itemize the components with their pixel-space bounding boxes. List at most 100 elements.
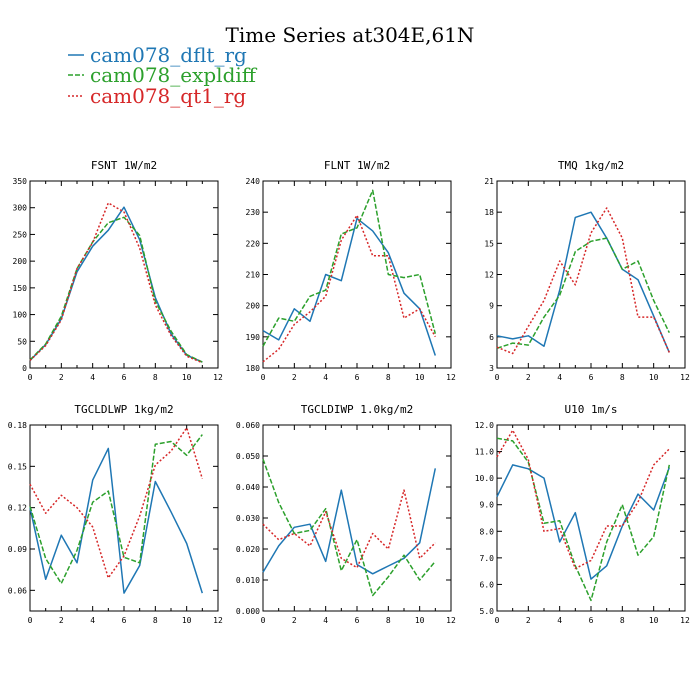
x-tick-label: 12 — [680, 616, 690, 625]
y-tick-label: 350 — [13, 177, 28, 186]
plot-frame — [29, 424, 219, 612]
y-tick-label: 9 — [489, 302, 494, 311]
plot-frame — [496, 180, 686, 369]
x-tick-label: 12 — [213, 373, 223, 382]
y-tick-label: 18 — [484, 208, 494, 217]
y-tick-label: 0.030 — [236, 514, 260, 523]
series-line-expldiff — [496, 437, 671, 602]
x-tick-label: 0 — [495, 373, 500, 382]
plot-frame — [262, 424, 452, 612]
series-line-qt1 — [496, 207, 670, 355]
y-tick-label: 0.15 — [8, 462, 27, 471]
y-tick-label: 12 — [484, 271, 494, 280]
series-line-qt1 — [29, 427, 204, 579]
x-tick-label: 10 — [415, 616, 425, 625]
y-tick-label: 10.0 — [475, 474, 494, 483]
x-tick-label: 0 — [261, 616, 266, 625]
x-tick-label: 0 — [28, 616, 33, 625]
series-line-qt1 — [496, 429, 670, 570]
series-line-expldiff — [29, 434, 203, 585]
plot-frame — [29, 180, 219, 369]
x-tick-label: 10 — [415, 373, 425, 382]
series-line-dflt — [262, 217, 437, 356]
x-tick-label: 4 — [557, 373, 562, 382]
x-tick-label: 4 — [323, 373, 328, 382]
series-line-dflt — [496, 211, 670, 353]
series-line-expldiff — [262, 189, 437, 347]
x-tick-label: 12 — [680, 373, 690, 382]
x-tick-label: 8 — [386, 616, 391, 625]
panel-1: FSNT 1W/m2 0 2 4 6 8 10 12 0 50 100 150 200 250 300 350 — [13, 159, 223, 382]
panel-6: U10 1m/s 0 2 4 6 8 10 12 5.0 6.0 7.0 8.0 9.0 10.0 11.0… — [475, 403, 690, 625]
panel-4: TGCLDLWP 1kg/m2 0 2 4 6 8 10 12 0.06 0.09 0.12 0.15… — [8, 403, 223, 625]
x-tick-label: 2 — [59, 616, 64, 625]
plot-frame — [262, 180, 452, 369]
y-tick-label: 6.0 — [480, 580, 495, 589]
legend-label-qt1: cam078_qt1_rg — [90, 84, 246, 108]
x-tick-label: 2 — [526, 373, 531, 382]
y-tick-label: 5.0 — [480, 607, 495, 616]
x-tick-label: 4 — [323, 616, 328, 625]
panel-title: U10 1m/s — [565, 403, 618, 416]
y-tick-label: 12.0 — [475, 421, 494, 430]
x-tick-label: 6 — [589, 616, 594, 625]
x-tick-label: 8 — [153, 373, 158, 382]
panel-title: TMQ 1kg/m2 — [558, 159, 624, 172]
y-tick-label: 0.050 — [236, 452, 260, 461]
panel-title: FLNT 1W/m2 — [324, 159, 390, 172]
y-tick-label: 0.000 — [236, 607, 260, 616]
y-tick-label: 21 — [484, 177, 494, 186]
y-tick-label: 7.0 — [480, 554, 495, 563]
y-tick-label: 200 — [13, 257, 28, 266]
y-tick-label: 0.09 — [8, 545, 27, 554]
y-tick-label: 180 — [246, 364, 261, 373]
y-tick-label: 50 — [17, 337, 27, 346]
y-tick-label: 0.020 — [236, 545, 260, 554]
x-tick-label: 10 — [649, 373, 659, 382]
y-tick-label: 150 — [13, 284, 28, 293]
x-tick-label: 8 — [153, 616, 158, 625]
x-tick-label: 4 — [90, 616, 95, 625]
panel-2: FLNT 1W/m2 0 2 4 6 8 10 12 180 190 200 210 220 230 240 — [246, 159, 456, 382]
x-tick-label: 6 — [355, 373, 360, 382]
y-tick-label: 190 — [246, 333, 261, 342]
figure-title: Time Series at304E,61N — [226, 23, 475, 47]
x-tick-label: 8 — [386, 373, 391, 382]
panel-title: FSNT 1W/m2 — [91, 159, 157, 172]
x-tick-label: 12 — [446, 616, 456, 625]
x-tick-label: 2 — [292, 373, 297, 382]
y-tick-label: 240 — [246, 177, 261, 186]
x-tick-label: 0 — [495, 616, 500, 625]
x-tick-label: 6 — [589, 373, 594, 382]
series-line-dflt — [496, 464, 671, 580]
y-tick-label: 100 — [13, 311, 28, 320]
series-line-qt1 — [262, 214, 436, 363]
y-tick-label: 230 — [246, 208, 261, 217]
y-tick-label: 8.0 — [480, 527, 495, 536]
panels: FSNT 1W/m20 2 4 6 8 10 12050100150200250300350… — [8, 159, 690, 625]
x-tick-label: 4 — [557, 616, 562, 625]
y-tick-label: 0 — [22, 364, 27, 373]
x-tick-label: 6 — [122, 373, 127, 382]
x-tick-label: 10 — [649, 616, 659, 625]
y-tick-label: 0.060 — [236, 421, 260, 430]
series-line-qt1 — [29, 202, 203, 364]
panel-3: TMQ 1kg/m2 0 2 4 6 8 10 12 3 6 9 12 15 18 21 — [484, 159, 690, 382]
panel-title: TGCLDLWP 1kg/m2 — [74, 403, 173, 416]
x-tick-label: 8 — [620, 616, 625, 625]
x-tick-label: 8 — [620, 373, 625, 382]
y-tick-label: 250 — [13, 230, 28, 239]
x-tick-label: 0 — [261, 373, 266, 382]
y-tick-label: 0.12 — [8, 504, 27, 513]
series-line-expldiff — [262, 458, 436, 597]
x-tick-label: 10 — [182, 616, 192, 625]
legend-label-dflt: cam078_dflt_rg — [90, 43, 247, 67]
legend-label-expldiff: cam078_expldiff — [90, 63, 258, 87]
y-tick-label: 200 — [246, 302, 261, 311]
panel-title: TGCLDIWP 1.0kg/m2 — [301, 403, 414, 416]
y-tick-label: 6 — [489, 333, 494, 342]
y-tick-label: 9.0 — [480, 501, 495, 510]
x-tick-label: 10 — [182, 373, 192, 382]
x-tick-label: 12 — [446, 373, 456, 382]
y-tick-label: 300 — [13, 204, 28, 213]
